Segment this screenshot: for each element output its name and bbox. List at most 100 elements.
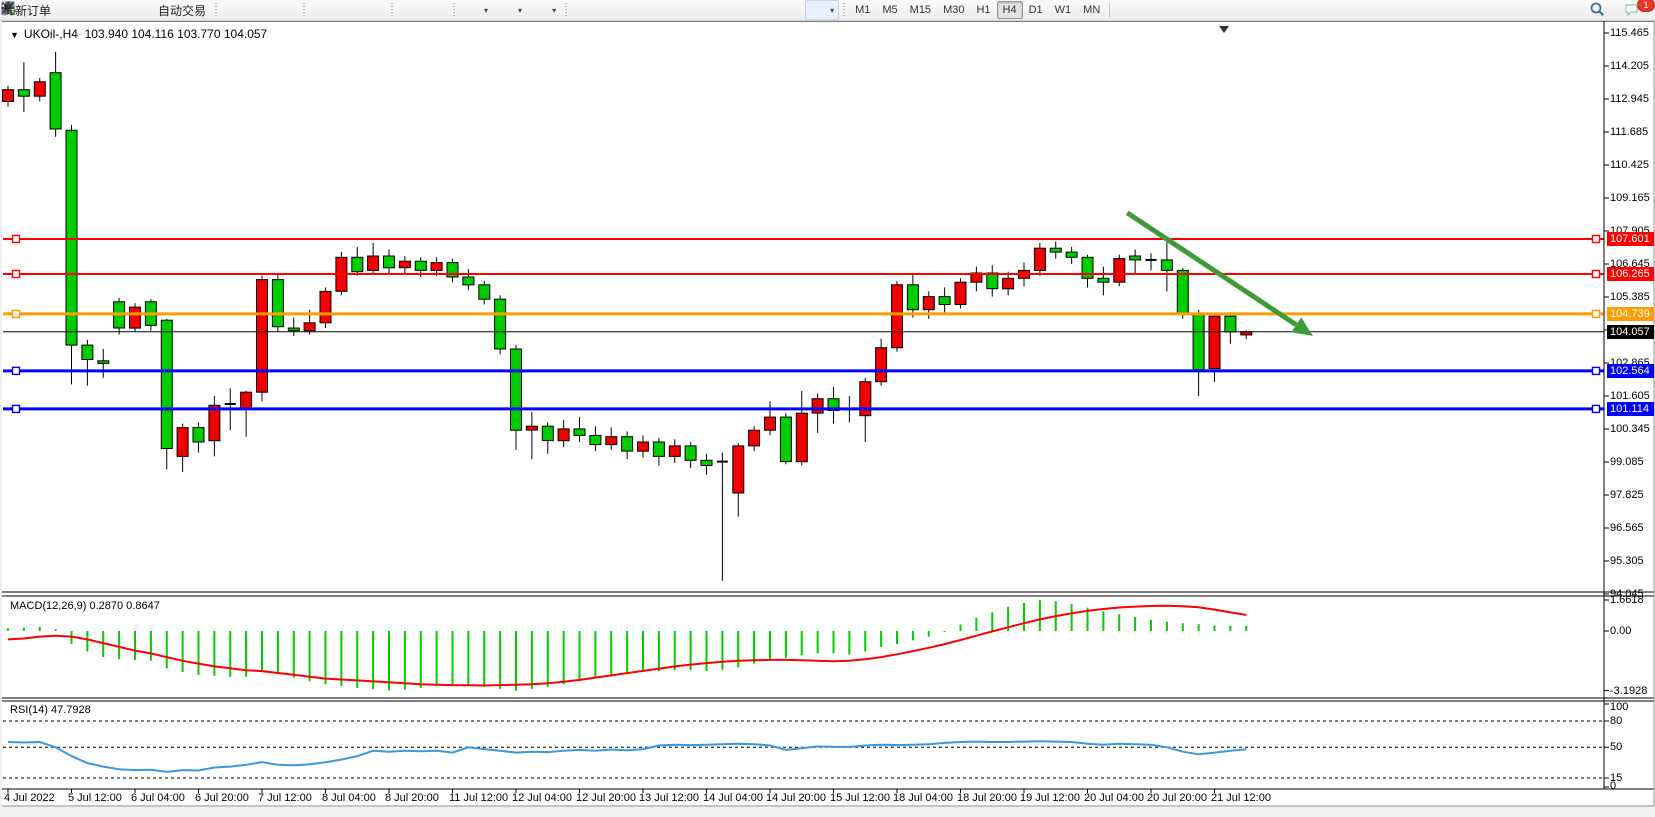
search-icon <box>1590 2 1610 21</box>
tile-windows-icon <box>1 1 382 20</box>
new-order-label: 新订单 <box>15 3 52 18</box>
svg-text:T: T <box>5 4 11 14</box>
price-axis-tick: 105.385 <box>1610 291 1650 303</box>
rsi-axis-tick: 100 <box>1610 701 1629 713</box>
autotrade-button[interactable]: 自动交易 <box>1 0 211 20</box>
template-button[interactable]: ▾ <box>1 0 561 20</box>
period-D1-button[interactable]: D1 <box>1028 4 1043 16</box>
chart-title: ▼ UKOil-,H4 103.940 104.116 103.770 104.0… <box>10 27 267 41</box>
zoom-out-button[interactable] <box>1 0 361 20</box>
gold-diamond-button[interactable] <box>1 0 82 20</box>
new-order-button[interactable]: 新订单 <box>10 0 56 20</box>
periods-clock-button[interactable]: ▾ <box>1 0 527 20</box>
level-price-tag: 102.564 <box>1607 364 1654 378</box>
toolbar: 新订单 自动交易 ▾ ▾ ▾ E F A T ▾ M1 M5 M15 M30 H1 H4 D1 W1 MN 1 <box>0 0 1655 21</box>
chart-shift-button[interactable] <box>1 0 449 20</box>
time-axis-label: 6 Jul 04:00 <box>131 792 185 804</box>
toolbar-grip <box>451 3 458 17</box>
zoom-in-button[interactable] <box>1 0 335 20</box>
macd-axis-tick: -3.1928 <box>1610 685 1648 697</box>
period-H4-button[interactable]: H4 <box>996 1 1023 19</box>
period-M5-button[interactable]: M5 <box>882 4 898 16</box>
toolbar-grip <box>563 3 570 17</box>
vertical-line-icon <box>7 1 644 20</box>
period-M1-button[interactable]: M1 <box>855 4 871 16</box>
line-chart-button[interactable] <box>1 0 299 20</box>
chevron-down-icon: ▾ <box>484 5 489 15</box>
fibonacci-button[interactable]: F <box>2 0 753 20</box>
bar-chart-button[interactable] <box>1 0 247 20</box>
price-axis-tick: 112.945 <box>1610 93 1649 105</box>
level-price-tag: 104.057 <box>1607 325 1654 339</box>
time-axis-label: 12 Jul 20:00 <box>576 792 636 804</box>
level-price-tag: 107.601 <box>1607 232 1654 246</box>
channel-icon: E <box>1 1 722 20</box>
price-axis-tick: 95.305 <box>1610 555 1644 567</box>
cursor-icon <box>3 1 592 20</box>
accounts-button[interactable] <box>1 0 108 20</box>
period-W1-button[interactable]: W1 <box>1054 4 1072 16</box>
time-axis-label: 21 Jul 12:00 <box>1211 792 1271 804</box>
text-icon: A <box>4 1 774 20</box>
bar-chart-icon <box>1 1 242 20</box>
text-label-button[interactable]: T <box>1 0 805 20</box>
toolbar-grip <box>213 3 220 17</box>
toolbar-grip <box>301 3 308 17</box>
cursor-button[interactable] <box>3 0 597 20</box>
price-axis-tick: 114.205 <box>1610 60 1649 72</box>
trendline-button[interactable] <box>2 0 701 20</box>
time-axis-label: 15 Jul 12:00 <box>830 792 890 804</box>
notifications-button[interactable]: 1 <box>1623 0 1655 21</box>
price-axis-tick: 100.345 <box>1610 423 1650 435</box>
shapes-icon <box>2 1 826 20</box>
svg-text:A: A <box>4 2 13 16</box>
period-H1-button[interactable]: H1 <box>976 4 991 16</box>
time-axis-label: 18 Jul 04:00 <box>893 792 953 804</box>
time-axis-label: 14 Jul 04:00 <box>703 792 763 804</box>
time-axis-label: 7 Jul 12:00 <box>258 792 312 804</box>
channel-button[interactable]: E <box>1 0 727 20</box>
rsi-axis-tick: 0 <box>1610 780 1617 792</box>
shapes-button[interactable]: ▾ <box>2 0 840 20</box>
line-chart-icon <box>1 1 294 20</box>
indicators-button[interactable]: ▾ <box>1 0 493 20</box>
time-axis-label: 19 Jul 12:00 <box>1020 792 1080 804</box>
periods-clock-icon <box>1 1 514 20</box>
time-axis-label: 5 Jul 12:00 <box>68 792 122 804</box>
chat-icon <box>1625 2 1644 21</box>
search-button[interactable] <box>1589 1 1615 21</box>
price-axis-tick: 109.165 <box>1610 192 1650 204</box>
chevron-down-icon: ▾ <box>518 5 523 15</box>
rsi-indicator-label: RSI(14) 47.7928 <box>10 704 91 716</box>
vertical-line-button[interactable] <box>7 0 649 20</box>
level-price-tag: 104.739 <box>1607 307 1654 321</box>
price-axis-tick: 111.685 <box>1610 126 1649 138</box>
crosshair-icon <box>2 1 618 20</box>
candle-chart-button[interactable] <box>2 0 273 20</box>
macd-axis-tick: 1.6618 <box>1610 594 1644 606</box>
tile-windows-button[interactable] <box>1 0 387 20</box>
price-axis-tick: 99.085 <box>1610 456 1644 468</box>
chevron-down-icon: ▾ <box>552 5 557 15</box>
period-M15-button[interactable]: M15 <box>909 4 932 16</box>
crosshair-button[interactable] <box>2 0 623 20</box>
price-axis-tick: 101.605 <box>1610 390 1650 402</box>
signals-button[interactable] <box>1 0 134 20</box>
chart-dropdown-icon[interactable]: ▼ <box>10 30 19 40</box>
svg-text:E: E <box>10 11 14 16</box>
text-label-icon: T <box>1 1 800 20</box>
auto-scroll-button[interactable] <box>1 0 423 20</box>
text-button[interactable]: A <box>4 0 779 20</box>
period-M30-button[interactable]: M30 <box>943 4 965 16</box>
signals-icon <box>1 1 129 20</box>
zoom-in-icon <box>1 1 330 20</box>
time-axis-label: 20 Jul 04:00 <box>1084 792 1144 804</box>
period-MN-button[interactable]: MN <box>1083 4 1101 16</box>
chevron-down-icon: ▾ <box>830 5 835 15</box>
horizontal-line-button[interactable] <box>2 0 675 20</box>
time-axis-label: 11 Jul 12:00 <box>449 792 509 804</box>
indicators-icon <box>1 1 480 20</box>
time-axis-label: 8 Jul 04:00 <box>322 792 376 804</box>
time-axis-label: 8 Jul 20:00 <box>385 792 439 804</box>
